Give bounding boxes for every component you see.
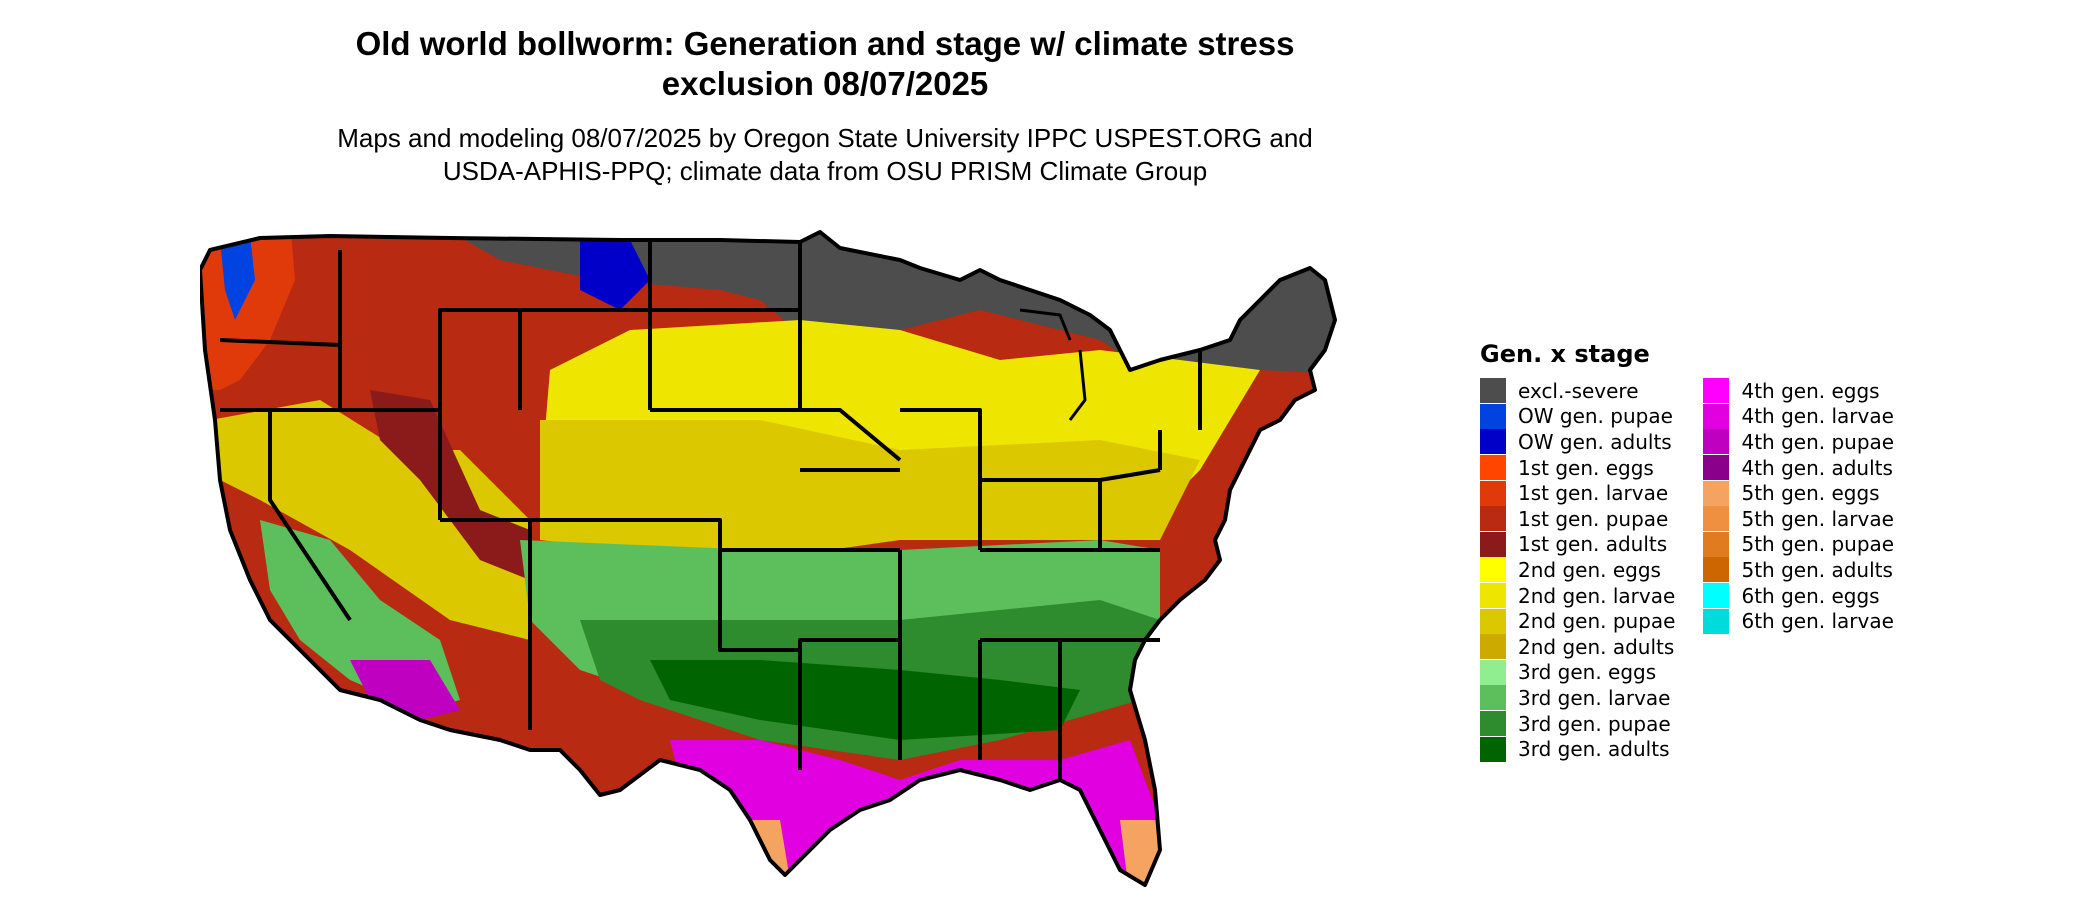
legend-item: 3rd gen. larvae	[1480, 685, 1675, 711]
legend-label: 4th gen. adults	[1741, 455, 1893, 480]
map-subtitle: Maps and modeling 08/07/2025 by Oregon S…	[230, 122, 1420, 188]
legend-label: 4th gen. eggs	[1741, 378, 1880, 403]
legend-item: 2nd gen. eggs	[1480, 557, 1675, 583]
legend-swatch	[1703, 531, 1730, 557]
legend-swatch	[1480, 736, 1506, 762]
legend-label: 5th gen. pupae	[1741, 532, 1895, 557]
legend-label: 2nd gen. adults	[1518, 634, 1675, 659]
legend-label: 1st gen. adults	[1518, 532, 1668, 557]
us-generation-map	[200, 230, 1337, 887]
legend-swatch	[1480, 608, 1506, 634]
legend-swatch	[1480, 634, 1506, 660]
legend-item: 2nd gen. adults	[1480, 634, 1675, 660]
legend-swatch	[1480, 480, 1506, 506]
legend-item: 1st gen. eggs	[1480, 455, 1675, 481]
legend-item: OW gen. pupae	[1480, 403, 1675, 430]
legend-label: 6th gen. eggs	[1741, 583, 1880, 608]
legend-label: 5th gen. adults	[1741, 557, 1893, 582]
legend-label: 3rd gen. pupae	[1518, 711, 1671, 736]
legend-label: 3rd gen. larvae	[1518, 685, 1671, 710]
legend-item: 2nd gen. larvae	[1480, 583, 1675, 609]
legend-swatch	[1480, 455, 1506, 481]
legend-item: OW gen. adults	[1480, 429, 1675, 455]
region-ow-gen-adults	[580, 240, 650, 310]
legend-item: 2nd gen. pupae	[1480, 608, 1675, 634]
legend-item: 5th gen. larvae	[1703, 506, 1894, 532]
region-ow-gen-pupae	[220, 235, 255, 320]
legend-swatch	[1703, 506, 1730, 532]
legend-swatch	[1703, 480, 1730, 506]
legend-swatch	[1480, 685, 1506, 711]
legend-swatch	[1480, 557, 1506, 583]
region-4th-gen-pupae-west	[350, 660, 460, 720]
legend-item: 1st gen. pupae	[1480, 506, 1675, 532]
region-3rd-gen-adults	[650, 660, 1080, 740]
legend-label: 1st gen. eggs	[1518, 455, 1654, 480]
legend-item: 6th gen. larvae	[1703, 608, 1894, 634]
legend-title: Gen. x stage	[1480, 340, 1650, 368]
region-2nd-gen-pupae	[540, 420, 1200, 560]
legend-item: 3rd gen. pupae	[1480, 711, 1675, 737]
legend-swatch	[1703, 378, 1730, 404]
legend-swatch	[1480, 506, 1506, 532]
legend-item: 1st gen. larvae	[1480, 480, 1675, 506]
legend-item: 4th gen. larvae	[1703, 403, 1894, 430]
legend-column-2: 4th gen. eggs 4th gen. larvae 4th gen. p…	[1703, 378, 1894, 762]
legend-label: OW gen. adults	[1518, 429, 1672, 454]
legend-label: 1st gen. larvae	[1518, 481, 1669, 506]
legend-item: 4th gen. adults	[1703, 455, 1894, 481]
legend-swatch	[1703, 583, 1730, 609]
legend-label: 5th gen. eggs	[1741, 481, 1880, 506]
legend-label: OW gen. pupae	[1518, 404, 1673, 429]
legend-item: 3rd gen. adults	[1480, 736, 1675, 762]
legend-swatch	[1480, 429, 1506, 455]
legend-label: 4th gen. larvae	[1741, 404, 1894, 429]
legend-item: 5th gen. eggs	[1703, 480, 1894, 506]
legend-item: 5th gen. adults	[1703, 557, 1894, 583]
legend-label: excl.-severe	[1518, 378, 1639, 403]
legend-swatch	[1480, 659, 1506, 685]
legend-item: 5th gen. pupae	[1703, 531, 1895, 558]
legend-item: excl.-severe	[1480, 378, 1675, 404]
legend-swatch	[1703, 608, 1730, 634]
map-fill-regions	[200, 232, 1335, 885]
legend-swatch	[1480, 583, 1506, 609]
legend-swatch	[1703, 455, 1730, 481]
legend-label: 2nd gen. eggs	[1518, 557, 1661, 582]
legend-swatch	[1703, 557, 1730, 583]
legend-column-1: excl.-severe OW gen. pupae OW gen. adult…	[1480, 378, 1675, 762]
region-4th-gen-larvae	[670, 740, 1160, 885]
map-title-line-2: exclusion 08/07/2025	[661, 65, 989, 102]
legend-label: 2nd gen. pupae	[1518, 609, 1676, 634]
legend-label: 6th gen. larvae	[1741, 609, 1894, 634]
legend-swatch	[1480, 531, 1506, 557]
legend-label: 5th gen. larvae	[1741, 506, 1894, 531]
map-title: Old world bollworm: Generation and stage…	[230, 24, 1420, 104]
state-borders	[200, 230, 1337, 887]
legend-label: 3rd gen. adults	[1518, 737, 1670, 762]
legend-item: 6th gen. eggs	[1703, 583, 1894, 609]
legend-item: 4th gen. eggs	[1703, 378, 1894, 404]
legend: Gen. x stage excl.-severe OW gen. pupae …	[1480, 340, 1894, 762]
legend-item: 4th gen. pupae	[1703, 429, 1894, 455]
legend-label: 4th gen. pupae	[1741, 429, 1895, 454]
legend-swatch	[1703, 403, 1730, 429]
legend-swatch	[1480, 378, 1506, 404]
legend-label: 3rd gen. eggs	[1518, 660, 1657, 685]
legend-item: 1st gen. adults	[1480, 531, 1675, 558]
map-title-line-1: Old world bollworm: Generation and stage…	[355, 25, 1295, 62]
legend-item: 3rd gen. eggs	[1480, 659, 1675, 686]
legend-swatch	[1480, 711, 1506, 737]
legend-label: 2nd gen. larvae	[1518, 583, 1676, 608]
region-1st-gen-adults-west	[370, 390, 530, 580]
map-subtitle-line-2: USDA-APHIS-PPQ; climate data from OSU PR…	[442, 156, 1208, 186]
legend-swatch	[1703, 429, 1730, 455]
legend-label: 1st gen. pupae	[1518, 506, 1669, 531]
map-subtitle-line-1: Maps and modeling 08/07/2025 by Oregon S…	[337, 123, 1313, 153]
legend-swatch	[1480, 403, 1506, 429]
